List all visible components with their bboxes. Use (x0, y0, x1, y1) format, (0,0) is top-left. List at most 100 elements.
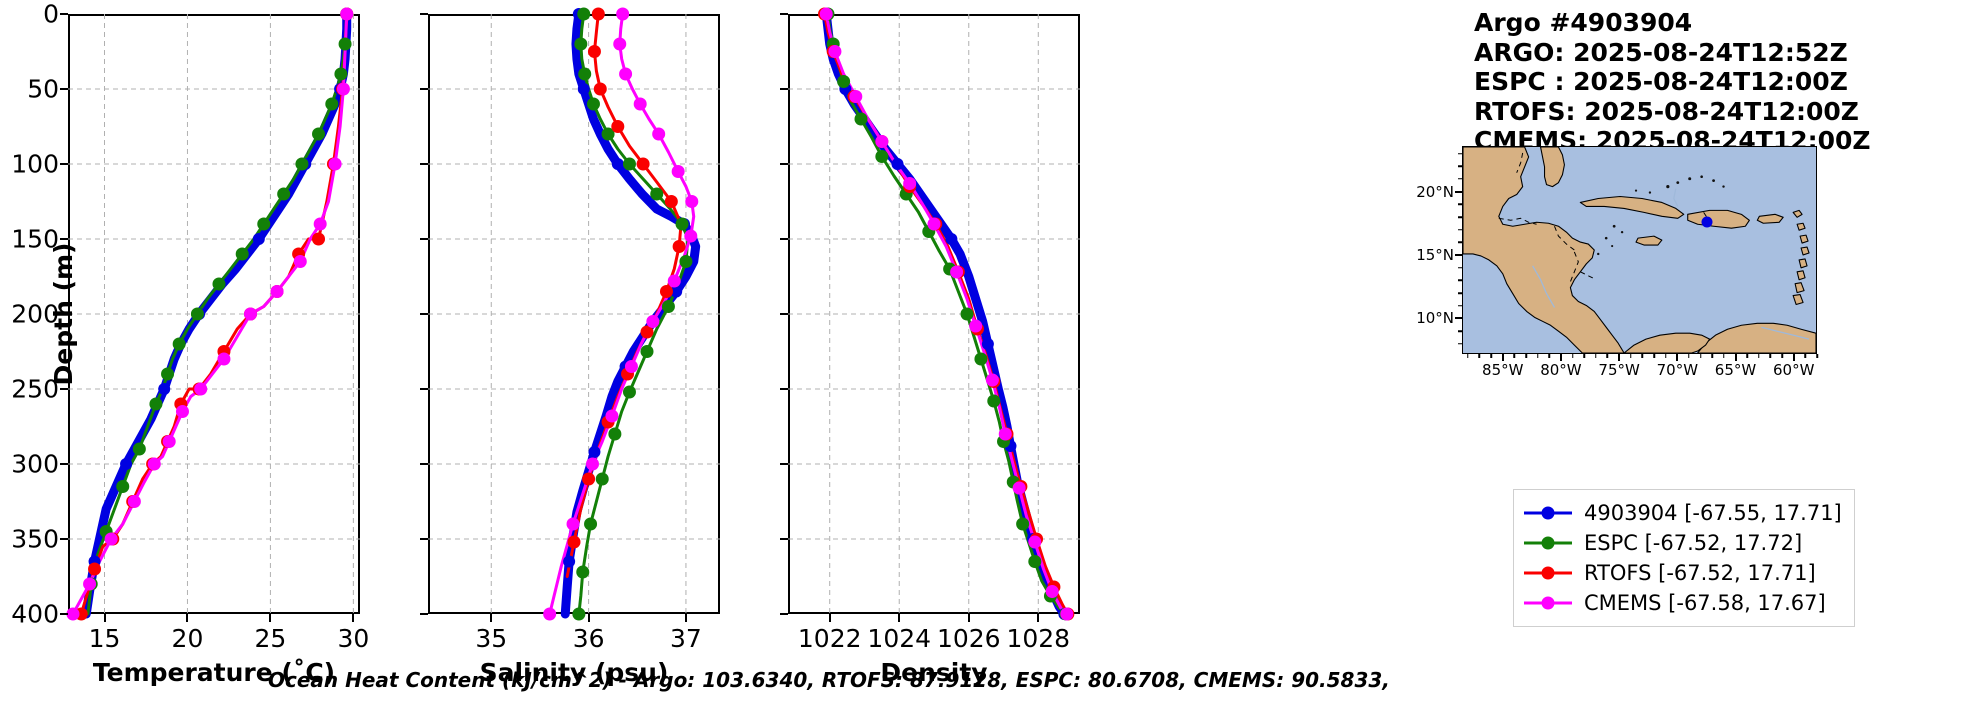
series-marker (605, 409, 619, 423)
series-marker (212, 277, 226, 291)
map-lat-tick-label: 20°N (1416, 182, 1454, 201)
series-marker (194, 382, 208, 396)
series-marker (563, 555, 576, 568)
map-frame (1462, 146, 1817, 354)
series-marker (1028, 555, 1042, 568)
y-tick-mark (420, 238, 428, 240)
series-marker (670, 285, 683, 298)
series-marker (116, 480, 130, 493)
series-marker (664, 195, 678, 208)
temperature-axis-label: Temperature (˚C) (92, 658, 336, 687)
map-lon-minor-tick (1548, 354, 1551, 358)
argo-location-marker (1701, 216, 1713, 228)
map-lon-tick-mark (1734, 354, 1737, 361)
legend-item-cmems[interactable]: CMEMS [-67.58, 17.67] (1524, 588, 1842, 618)
legend-swatch-rtofs (1524, 563, 1572, 583)
map-lon-minor-tick (1630, 354, 1632, 358)
map-lat-tick-label: 15°N (1416, 246, 1454, 265)
map-lon-minor-tick (1490, 354, 1492, 358)
x-tick-label: 25 (254, 624, 287, 653)
series-marker (679, 255, 693, 268)
y-tick-label: 100 (11, 149, 59, 179)
map-coastlines (1463, 147, 1816, 353)
series-marker (172, 337, 186, 351)
series-marker (312, 232, 326, 246)
legend-item-argo[interactable]: 4903904 [-67.55, 17.71] (1524, 498, 1842, 528)
legend-item-rtofs[interactable]: RTOFS [-67.52, 17.71] (1524, 558, 1842, 588)
legend-item-espc[interactable]: ESPC [-67.52, 17.72] (1524, 528, 1842, 558)
legend-swatch-espc (1524, 533, 1572, 553)
series-marker (1016, 517, 1030, 531)
map-lon-minor-tick (1723, 354, 1725, 358)
legend-marker-dot (1541, 566, 1555, 580)
series-marker (828, 45, 842, 58)
series-marker (340, 7, 354, 21)
series-marker (819, 7, 833, 21)
series-marker (104, 532, 118, 546)
series-marker (640, 325, 654, 339)
x-tick-label: 1022 (797, 624, 862, 653)
y-tick-mark (780, 388, 788, 390)
series-marker (587, 45, 601, 58)
series-marker (328, 157, 342, 171)
series-marker (120, 458, 133, 470)
y-tick-mark (60, 238, 68, 240)
y-tick-mark (60, 163, 68, 165)
series-marker (685, 195, 699, 208)
map-lat-minor-tick (1458, 203, 1462, 206)
map-lat-minor-tick (1458, 152, 1462, 155)
series-marker (576, 565, 590, 579)
y-tick-mark (780, 313, 788, 315)
map-lat-minor-tick (1458, 305, 1462, 307)
map-lon-tick-label: 75°W (1598, 361, 1640, 379)
x-tick-label: 30 (337, 624, 370, 653)
map-lon-minor-tick (1525, 354, 1527, 358)
y-tick-mark (60, 88, 68, 90)
series-marker (334, 67, 348, 81)
salinity-plot-area (428, 7, 720, 621)
map-lat-minor-tick (1458, 343, 1462, 345)
series-marker (661, 300, 675, 313)
x-tick-mark (103, 614, 106, 622)
series-marker (252, 233, 265, 245)
series-marker (608, 427, 622, 441)
legend-label: RTOFS [-67.52, 17.71] (1584, 561, 1816, 585)
map-lon-minor-tick (1595, 354, 1597, 358)
map-lat-minor-tick (1458, 241, 1462, 244)
map-lat-minor-tick (1458, 292, 1462, 294)
series-marker (244, 307, 257, 321)
map-lon-tick-mark (1792, 354, 1795, 361)
series-marker (891, 158, 904, 170)
y-tick-mark (420, 88, 428, 90)
x-tick-label: 20 (171, 624, 204, 653)
map-lat-minor-tick (1458, 165, 1462, 168)
series-marker (591, 7, 605, 21)
map-lon-minor-tick (1536, 354, 1539, 358)
legend-marker-dot (1541, 596, 1555, 610)
y-tick-mark (60, 313, 68, 315)
salinity-axis-label: Salinity (psu) (479, 658, 669, 687)
series-marker (567, 535, 581, 549)
map-lon-tick-label: 65°W (1714, 361, 1757, 379)
series-marker (659, 285, 673, 298)
y-tick-mark (420, 313, 428, 315)
map-lon-minor-tick (1467, 354, 1469, 358)
map-lat-minor-tick (1458, 279, 1462, 282)
series-marker (577, 7, 591, 21)
y-tick-mark (780, 238, 788, 240)
map-lon-minor-tick (1711, 354, 1713, 358)
map-lon-tick-label: 85°W (1482, 361, 1524, 379)
map-lon-minor-tick (1606, 354, 1609, 358)
x-tick-mark (587, 614, 590, 622)
series-marker (313, 217, 327, 231)
series-marker (127, 495, 141, 508)
y-tick-mark (780, 463, 788, 465)
series-marker (270, 285, 284, 298)
x-tick-label: 35 (475, 624, 508, 653)
y-tick-label: 350 (11, 524, 59, 554)
map-lat-tick-label: 10°N (1416, 309, 1454, 328)
map-lon-minor-tick (1816, 354, 1818, 358)
series-marker (945, 233, 958, 245)
series-marker (875, 135, 889, 148)
series-marker (875, 150, 889, 163)
